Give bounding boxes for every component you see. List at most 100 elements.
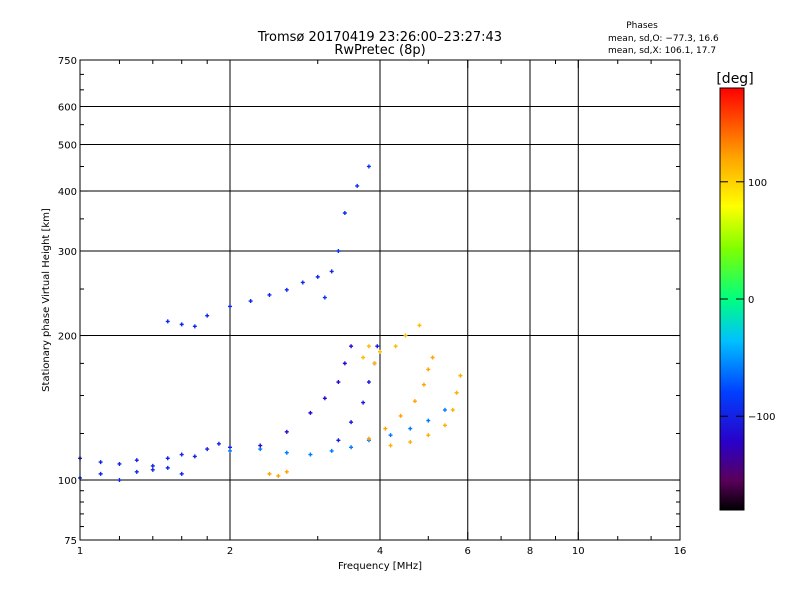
- data-point: [165, 319, 170, 324]
- x-tick-label: 6: [465, 546, 471, 557]
- data-point: [430, 355, 435, 360]
- data-point: [366, 344, 371, 349]
- data-point: [349, 420, 354, 425]
- data-point: [421, 382, 426, 387]
- legend-line-x: mean, sd,X: 106.1, 17.7: [608, 46, 716, 56]
- legend-line-o: mean, sd,O: −77.3, 16.6: [608, 34, 719, 44]
- data-point: [329, 448, 334, 453]
- x-tick-label: 2: [227, 546, 233, 557]
- data-point: [284, 429, 289, 434]
- x-tick-label: 10: [572, 546, 585, 557]
- data-point: [300, 280, 305, 285]
- data-point: [417, 323, 422, 328]
- data-point: [322, 396, 327, 401]
- data-point: [361, 355, 366, 360]
- data-point: [284, 450, 289, 455]
- data-point: [205, 313, 210, 318]
- data-point: [349, 445, 354, 450]
- data-point: [336, 380, 341, 385]
- data-point: [393, 344, 398, 349]
- data-point: [349, 344, 354, 349]
- chart-title: Tromsø 20170419 23:26:00–23:27:43: [257, 30, 502, 45]
- data-point: [408, 426, 413, 431]
- scatter-points: [78, 164, 463, 483]
- data-point: [228, 448, 232, 453]
- data-point: [134, 469, 139, 474]
- colorbar-ticks: 100 0 −100: [720, 178, 775, 423]
- colorbar-tick-label: 0: [748, 295, 754, 306]
- data-point: [308, 452, 313, 457]
- data-point: [366, 164, 371, 169]
- chart-subtitle: RwPretec (8p): [334, 43, 425, 58]
- data-point: [284, 287, 289, 292]
- data-point: [355, 183, 360, 188]
- data-point: [442, 423, 447, 428]
- data-point: [150, 463, 155, 468]
- data-point: [308, 410, 313, 415]
- data-point: [450, 407, 455, 412]
- y-tick-label: 200: [58, 332, 77, 343]
- data-point: [426, 433, 431, 438]
- data-point: [442, 407, 447, 412]
- y-tick-label: 500: [58, 141, 77, 152]
- data-point: [98, 460, 103, 465]
- data-point: [398, 413, 403, 418]
- data-point: [361, 400, 366, 405]
- x-tick-label: 8: [527, 546, 533, 557]
- colorbar-label: [deg]: [716, 71, 753, 87]
- data-point: [426, 367, 431, 372]
- y-tick-label: 75: [64, 536, 77, 547]
- data-point: [454, 390, 459, 395]
- data-point: [342, 361, 347, 366]
- data-point: [192, 454, 197, 459]
- colorbar-tick-label: −100: [748, 412, 775, 423]
- data-point: [426, 418, 431, 423]
- data-point: [258, 443, 263, 448]
- data-point: [372, 361, 377, 366]
- data-point: [258, 447, 263, 452]
- data-point: [216, 441, 221, 446]
- data-point: [165, 456, 170, 461]
- x-tick-label: 1: [77, 546, 83, 557]
- x-tick-label: 16: [674, 546, 687, 557]
- data-point: [284, 469, 289, 474]
- data-point: [342, 211, 347, 216]
- data-point: [329, 269, 334, 274]
- y-tick-label: 300: [58, 247, 77, 258]
- data-point: [276, 473, 281, 478]
- y-tick-label: 600: [58, 103, 77, 114]
- data-point: [205, 447, 210, 452]
- x-axis-label: Frequency [MHz]: [338, 561, 422, 572]
- x-tick-label: 4: [377, 546, 383, 557]
- data-point: [117, 478, 122, 483]
- data-point: [179, 471, 184, 476]
- y-axis-label: Stationary phase Virtual Height [km]: [41, 208, 52, 392]
- legend-heading: Phases: [626, 21, 658, 31]
- y-tick-label: 100: [58, 476, 77, 487]
- data-point: [383, 426, 388, 431]
- y-tick-label: 400: [58, 187, 77, 198]
- data-point: [267, 471, 272, 476]
- data-point: [315, 274, 320, 279]
- data-point: [388, 433, 393, 438]
- data-point: [179, 322, 184, 327]
- data-point: [458, 373, 463, 378]
- data-point: [366, 436, 371, 441]
- data-point: [412, 399, 417, 404]
- data-point: [378, 349, 382, 354]
- data-point: [248, 299, 253, 304]
- data-point: [165, 465, 170, 470]
- data-point: [388, 443, 393, 448]
- data-point: [322, 295, 327, 300]
- grid-lines: [80, 60, 680, 540]
- data-point: [375, 344, 380, 349]
- data-point: [179, 452, 184, 457]
- x-axis: 1 2 4 6 8 10 16: [77, 60, 687, 557]
- data-point: [150, 467, 155, 472]
- colorbar-tick-label: 100: [748, 178, 767, 189]
- data-point: [408, 440, 413, 445]
- data-point: [336, 438, 341, 443]
- data-point: [98, 471, 103, 476]
- y-tick-label: 750: [58, 56, 77, 67]
